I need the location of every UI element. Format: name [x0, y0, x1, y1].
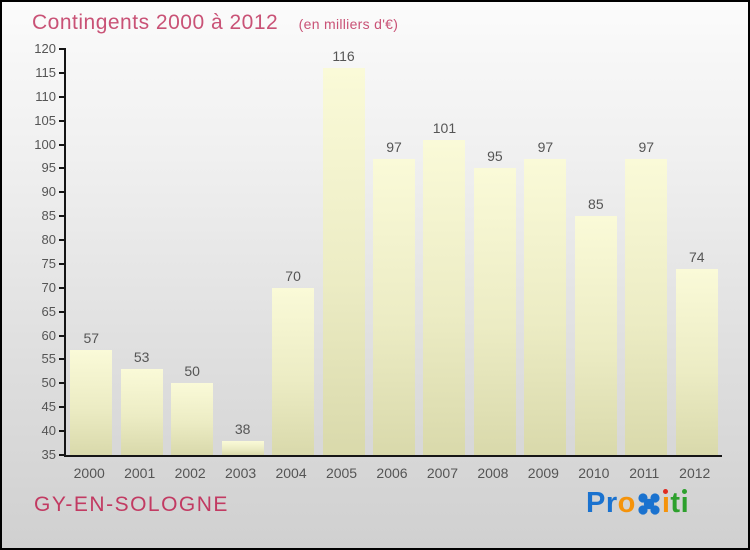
- y-axis-tick-mark: [59, 95, 66, 98]
- y-axis-tick-label: 70: [41, 279, 56, 295]
- y-axis-tick-mark: [59, 310, 66, 313]
- y-axis-tick-label: 40: [41, 423, 56, 439]
- y-axis-tick-label: 120: [34, 41, 56, 56]
- title-block: Contingents 2000 à 2012 (en milliers d'€…: [32, 11, 398, 35]
- bar-value-label: 38: [234, 420, 251, 437]
- y-axis-tick-mark: [59, 215, 66, 218]
- place-name: GY-EN-SOLOGNE: [34, 493, 229, 516]
- x-axis-tick-label: 2010: [578, 465, 610, 481]
- y-axis-tick-label: 100: [34, 136, 56, 152]
- bar-value-label: 70: [285, 267, 301, 284]
- bar-value-label: 116: [332, 48, 355, 65]
- y-axis-tick-label: 80: [41, 232, 56, 248]
- y-axis-tick-label: 55: [41, 351, 56, 367]
- y-axis-tick-mark: [59, 191, 66, 194]
- x-axis-tick-label: 2001: [124, 465, 156, 481]
- x-axis-tick-label: 2012: [679, 465, 711, 481]
- y-axis-tick-label: 45: [41, 399, 56, 415]
- chart-title: Contingents 2000 à 2012: [32, 11, 279, 34]
- bar-value-label: 50: [184, 363, 200, 380]
- bar-value-label: 95: [487, 148, 503, 165]
- bar: [70, 349, 113, 455]
- x-axis-tick-label: 2002: [174, 465, 206, 481]
- bar: [322, 68, 365, 455]
- x-axis-tick-label: 2000: [73, 465, 105, 481]
- bar-value-label: 57: [83, 329, 100, 346]
- y-axis-tick-mark: [59, 48, 66, 50]
- y-axis-tick-mark: [59, 430, 66, 433]
- bar: [272, 287, 315, 455]
- proxiti-logo[interactable]: Pro ı tı: [586, 487, 689, 520]
- y-axis-tick-label: 85: [41, 208, 56, 224]
- bar-value-label: 101: [432, 119, 457, 136]
- chart-subtitle: (en milliers d'€): [298, 16, 399, 32]
- logo-letter: t: [670, 487, 681, 519]
- y-axis-tick-label: 115: [35, 64, 56, 80]
- y-axis-tick-label: 95: [41, 160, 56, 176]
- y-axis-tick-mark: [59, 119, 66, 122]
- x-axis-tick-label: 2011: [629, 465, 660, 481]
- x-axis-tick-label: 2007: [426, 465, 459, 481]
- logo-letter: ı: [680, 487, 690, 519]
- y-axis-tick-mark: [59, 334, 66, 337]
- logo-letter: r: [605, 487, 618, 519]
- y-axis-tick-label: 105: [34, 112, 56, 128]
- bar-value-label: 97: [638, 138, 655, 155]
- y-axis-tick-mark: [59, 167, 66, 170]
- bar: [524, 158, 567, 455]
- bar-value-label: 74: [688, 248, 705, 265]
- bar: [625, 158, 668, 455]
- bar-value-label: 85: [588, 196, 604, 213]
- y-axis-tick-mark: [59, 71, 66, 74]
- y-axis-tick-mark: [59, 454, 66, 456]
- y-axis-tick-label: 65: [41, 303, 56, 319]
- x-axis-tick-label: 2008: [477, 465, 509, 481]
- x-axis-tick-label: 2006: [376, 465, 408, 481]
- bar-chart: 57 53 50 38 70 116 97 101 95 97 85 97 74 35 40 45 50 55 6…: [8, 41, 722, 489]
- bar: [473, 168, 516, 455]
- bar: [574, 216, 617, 455]
- bar: [675, 268, 718, 455]
- bar-value-label: 53: [133, 349, 150, 366]
- y-axis-tick-label: 75: [41, 255, 56, 271]
- y-axis-tick-mark: [59, 143, 66, 146]
- y-axis-tick-mark: [59, 358, 66, 361]
- y-axis-tick-mark: [59, 239, 66, 242]
- bar: [171, 383, 214, 455]
- logo-letter: ı: [661, 487, 671, 519]
- bar-value-label: 97: [537, 138, 554, 155]
- y-axis-tick-label: 35: [41, 447, 56, 462]
- bar: [120, 369, 163, 455]
- y-axis-tick-mark: [59, 286, 66, 289]
- y-axis-tick-label: 110: [35, 88, 56, 104]
- bar: [423, 139, 466, 455]
- logo-letter-dot: [662, 489, 668, 494]
- logo-letter-dot: [681, 489, 687, 494]
- y-axis-tick-mark: [59, 382, 66, 385]
- x-axis-tick-label: 2009: [527, 465, 559, 481]
- x-axis-tick-label: 2004: [275, 465, 307, 481]
- bar: [221, 440, 264, 455]
- logo-letter: o: [617, 487, 636, 519]
- plot-area: 57 53 50 38 70 116 97 101 95 97 85 97 74: [64, 48, 722, 457]
- y-axis-tick-mark: [59, 262, 66, 265]
- bar-value-label: 97: [386, 138, 402, 155]
- x-axis-tick-label: 2003: [225, 465, 257, 481]
- bar: [373, 158, 415, 455]
- y-axis-tick-label: 50: [41, 375, 56, 391]
- y-axis-tick-label: 90: [41, 184, 56, 200]
- logo-letter: P: [586, 487, 606, 519]
- x-axis-tick-label: 2005: [325, 465, 358, 481]
- y-axis-tick-label: 60: [41, 327, 56, 343]
- y-axis-tick-mark: [59, 406, 66, 409]
- logo-x-icon: [638, 493, 660, 515]
